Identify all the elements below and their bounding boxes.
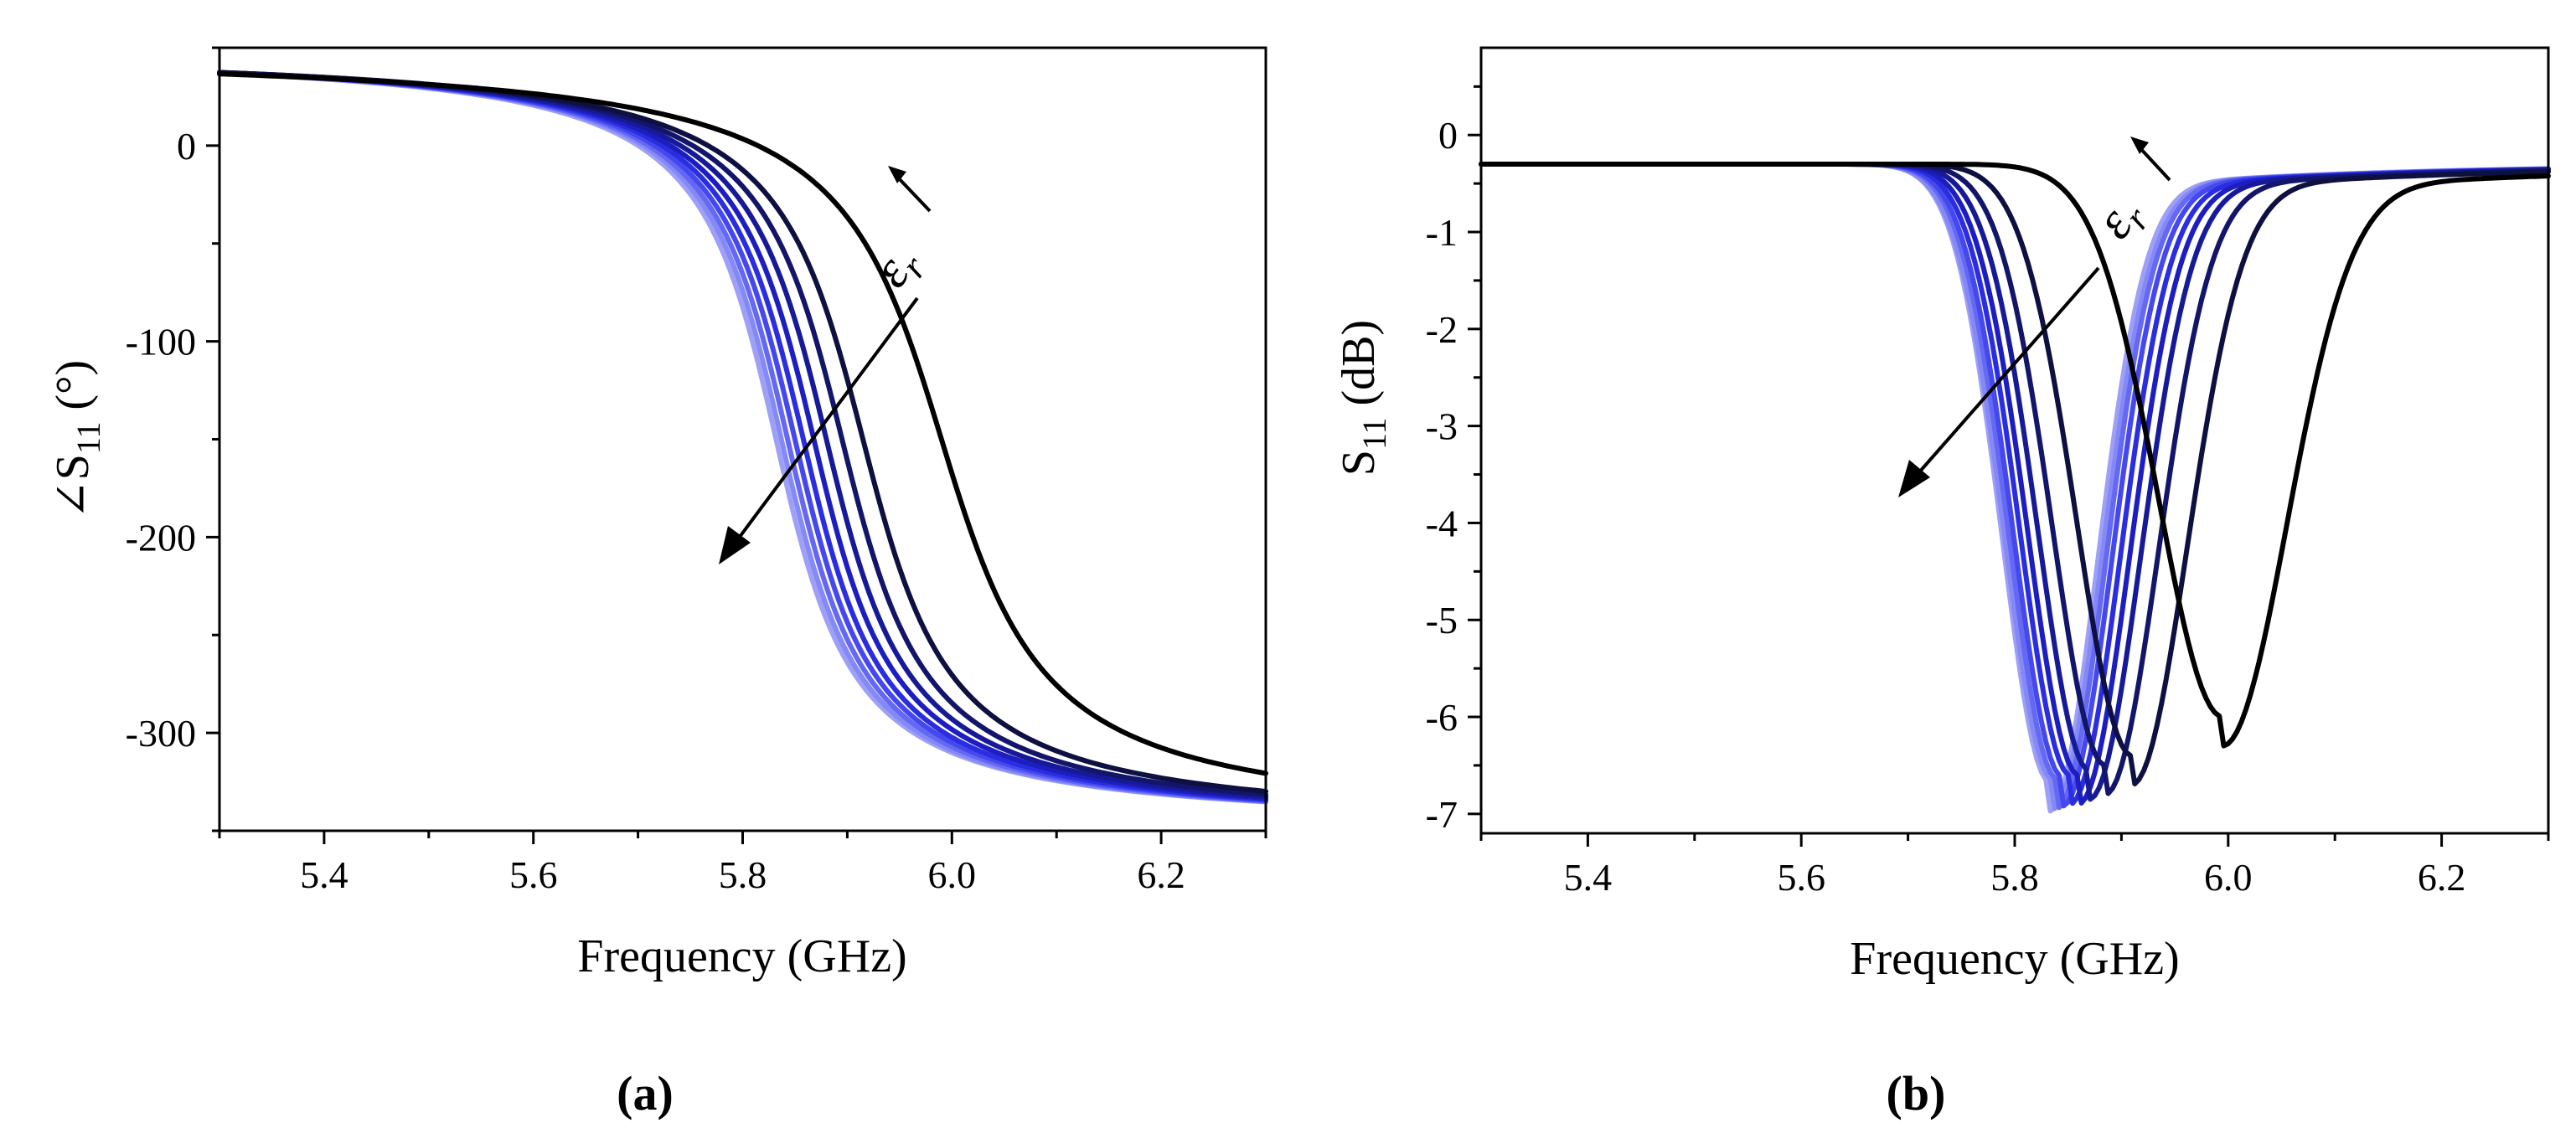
phase-y-tick-label: -100 [126, 321, 196, 363]
phase-series-line [217, 70, 1268, 797]
phase-series-line [217, 70, 1268, 805]
magnitude-increase-arrow [2137, 145, 2171, 182]
phase-y-label-prefix: ∠S [47, 454, 99, 519]
phase-shift-arrowhead [719, 526, 751, 564]
magnitude-y-label-suffix: (dB) [1333, 320, 1385, 418]
phase-series-line [217, 70, 1268, 804]
phase-increase-arrow [895, 174, 932, 213]
phase-x-tick-label: 5.8 [719, 853, 767, 896]
phase-series-line [217, 70, 1268, 800]
magnitude-y-ticks: 0 -1 -2 -3 -4 -5 -6 -7 [1426, 85, 1481, 836]
magnitude-y-tick-label: 0 [1438, 114, 1458, 157]
magnitude-y-tick-label: -6 [1426, 696, 1458, 739]
magnitude-y-label-prefix: S [1333, 450, 1385, 476]
magnitude-series-group [1479, 162, 2551, 814]
phase-y-axis-label: ∠S11 (°) [47, 360, 107, 519]
phase-series-line [217, 71, 1268, 776]
phase-plot-frame [218, 46, 1267, 832]
magnitude-y-tick-label: -2 [1426, 308, 1458, 351]
panel-label-a: (a) [617, 1066, 674, 1121]
magnitude-y-axis-label: S11 (dB) [1333, 320, 1393, 476]
phase-y-ticks: 0 -100 -200 -300 [126, 46, 219, 832]
magnitude-increase-arrowhead [2130, 137, 2149, 154]
chart-phase: 5.4 5.6 5.8 6.0 6.2 0 -100 -200 -300 Frequency … [47, 46, 1268, 1121]
phase-increase-arrowhead [888, 166, 906, 183]
magnitude-shift-arrow [1917, 266, 2100, 475]
chart-magnitude: 5.4 5.6 5.8 6.0 6.2 0 -1 -2 -3 -4 -5 -6 -7 Frequenc… [1333, 46, 2551, 1121]
magnitude-x-tick-label: 6.0 [2204, 856, 2253, 899]
phase-y-tick-label: -300 [126, 712, 196, 755]
phase-series-line [217, 70, 1268, 801]
magnitude-y-tick-label: -7 [1426, 793, 1458, 836]
magnitude-x-tick-label: 5.6 [1777, 856, 1825, 899]
magnitude-x-ticks: 5.4 5.6 5.8 6.0 6.2 [1479, 833, 2550, 899]
magnitude-shift-arrowhead [1898, 460, 1930, 497]
phase-y-tick-label: 0 [177, 125, 196, 167]
magnitude-x-tick-label: 6.2 [2418, 856, 2466, 899]
phase-y-tick-label: -200 [126, 516, 196, 559]
magnitude-series-line [1479, 162, 2551, 749]
magnitude-y-tick-label: -5 [1426, 599, 1458, 642]
phase-series-line [217, 70, 1268, 803]
panel-label-b: (b) [1887, 1066, 1946, 1121]
magnitude-y-tick-label: -4 [1426, 502, 1458, 544]
phase-series-group [217, 70, 1268, 805]
magnitude-series-line [1479, 162, 2551, 786]
magnitude-x-tick-label: 5.4 [1564, 856, 1613, 899]
magnitude-x-axis-label: Frequency (GHz) [1850, 933, 2179, 985]
magnitude-y-tick-label: -3 [1426, 405, 1458, 448]
phase-shift-arrow [736, 296, 919, 542]
phase-y-label-suffix: (°) [47, 360, 99, 422]
phase-series-line [217, 70, 1268, 802]
phase-x-tick-label: 5.4 [300, 853, 348, 896]
phase-x-ticks: 5.4 5.6 5.8 6.0 6.2 [218, 831, 1267, 896]
phase-x-tick-label: 6.0 [928, 853, 977, 896]
phase-x-tick-label: 5.6 [509, 853, 558, 896]
phase-series-line [217, 70, 1268, 805]
phase-x-tick-label: 6.2 [1137, 853, 1185, 896]
phase-y-label-sub: 11 [70, 422, 107, 455]
magnitude-y-label-sub: 11 [1355, 417, 1393, 450]
magnitude-series-line [1479, 162, 2551, 806]
magnitude-x-tick-label: 5.8 [1990, 856, 2039, 899]
phase-x-axis-label: Frequency (GHz) [577, 930, 906, 982]
phase-series-line [217, 70, 1268, 794]
phase-epsilon-label: εr [860, 233, 935, 301]
magnitude-y-tick-label: -1 [1426, 211, 1458, 254]
